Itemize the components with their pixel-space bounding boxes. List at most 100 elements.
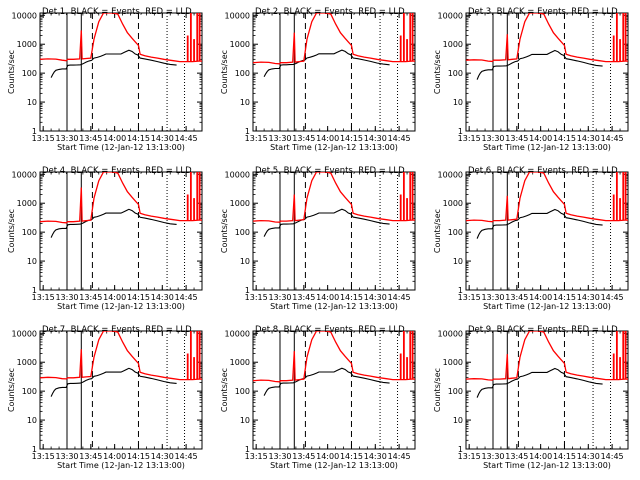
y-axis-label: Counts/sec — [7, 368, 16, 412]
events-series-line — [476, 208, 603, 239]
y-axis-label: Counts/sec — [7, 50, 16, 94]
x-tick-label: 14:00 — [529, 293, 552, 302]
y-tick-label: 1000 — [230, 358, 250, 367]
y-axis-label: Counts/sec — [220, 50, 229, 94]
axes-frame — [252, 171, 416, 291]
lld-series-line — [40, 331, 202, 381]
x-tick-label: 14:30 — [364, 134, 387, 143]
events-series-line — [476, 49, 603, 80]
plot-area — [253, 331, 415, 449]
lld-series-line — [466, 172, 628, 223]
panel-title: Det 9, BLACK = Events, RED = LLD — [468, 325, 618, 335]
x-tick-label: 14:00 — [103, 134, 126, 143]
y-axis-label: Counts/sec — [7, 209, 16, 253]
lld-series-line — [40, 13, 202, 63]
lld-series-line — [466, 331, 628, 381]
y-axis-label: Counts/sec — [220, 368, 229, 412]
x-axis-label: Start Time (12-Jan-12 13:13:00) — [270, 143, 398, 152]
y-tick-label: 100 — [22, 69, 37, 78]
x-axis-label: Start Time (12-Jan-12 13:13:00) — [57, 143, 185, 152]
y-tick-label: 10000 — [12, 11, 37, 20]
y-axis-label: Counts/sec — [433, 209, 442, 253]
detector-panel-2: 1 10 100 1000 10000 13:15 13:30 13:45 14:00 14:15… — [220, 7, 416, 152]
y-tick-label: 100 — [235, 387, 250, 396]
x-tick-label: 14:15 — [553, 293, 576, 302]
y-tick-label: 1 — [32, 286, 37, 295]
x-tick-label: 14:45 — [601, 134, 624, 143]
x-tick-label: 13:30 — [268, 452, 291, 461]
x-tick-label: 13:15 — [32, 452, 55, 461]
y-axis-label: Counts/sec — [433, 368, 442, 412]
x-tick-label: 13:30 — [55, 293, 78, 302]
x-tick-label: 13:15 — [458, 452, 481, 461]
x-tick-label: 13:15 — [32, 293, 55, 302]
detector-panel-8: 1 10 100 1000 10000 13:15 13:30 13:45 14:00 14:15… — [220, 325, 416, 470]
x-tick-label: 14:15 — [340, 452, 363, 461]
detector-panel-1: 1 10 100 1000 10000 13:15 13:30 13:45 14:00 14:15… — [7, 7, 203, 152]
detector-panel-6: 1 10 100 1000 10000 13:15 13:30 13:45 14:00 14:15… — [433, 166, 629, 311]
axes-frame — [39, 12, 203, 132]
x-axis-label: Start Time (12-Jan-12 13:13:00) — [483, 302, 611, 311]
lld-series-line — [253, 172, 415, 223]
x-tick-label: 14:30 — [151, 452, 174, 461]
x-tick-label: 13:30 — [481, 134, 504, 143]
y-tick-label: 1000 — [17, 199, 37, 208]
y-tick-label: 1 — [32, 127, 37, 136]
plot-area — [253, 13, 415, 131]
panel-title: Det 8, BLACK = Events, RED = LLD — [255, 325, 405, 335]
y-tick-label: 100 — [448, 69, 463, 78]
x-tick-label: 14:00 — [103, 293, 126, 302]
plot-area — [466, 172, 628, 290]
x-tick-label: 13:30 — [268, 293, 291, 302]
x-tick-label: 14:30 — [364, 452, 387, 461]
x-tick-label: 13:30 — [481, 452, 504, 461]
y-tick-label: 1000 — [443, 40, 463, 49]
axes-frame — [465, 12, 629, 132]
x-tick-label: 13:45 — [79, 134, 102, 143]
y-tick-label: 10000 — [225, 329, 250, 338]
y-tick-label: 1 — [458, 127, 463, 136]
x-axis-label: Start Time (12-Jan-12 13:13:00) — [270, 461, 398, 470]
x-tick-label: 14:15 — [340, 293, 363, 302]
x-tick-label: 14:00 — [316, 452, 339, 461]
y-tick-label: 1 — [458, 445, 463, 454]
events-series-line — [50, 49, 177, 78]
x-axis-label: Start Time (12-Jan-12 13:13:00) — [483, 143, 611, 152]
y-tick-label: 10000 — [438, 329, 463, 338]
detector-panel-9: 1 10 100 1000 10000 13:15 13:30 13:45 14:00 14:15… — [433, 325, 629, 470]
x-tick-label: 14:15 — [127, 293, 150, 302]
panel-title: Det 3, BLACK = Events, RED = LLD — [468, 7, 618, 17]
x-tick-label: 14:45 — [601, 452, 624, 461]
y-tick-label: 1000 — [230, 40, 250, 49]
x-tick-label: 13:45 — [79, 293, 102, 302]
axes-frame — [465, 171, 629, 291]
plot-area — [253, 172, 415, 290]
x-tick-label: 13:45 — [292, 293, 315, 302]
x-axis-label: Start Time (12-Jan-12 13:13:00) — [57, 461, 185, 470]
y-tick-label: 1 — [245, 445, 250, 454]
y-tick-label: 1000 — [17, 358, 37, 367]
y-tick-label: 10 — [453, 416, 463, 425]
events-series-line — [50, 208, 177, 238]
y-tick-label: 100 — [22, 387, 37, 396]
x-tick-label: 13:15 — [245, 452, 268, 461]
x-tick-label: 14:30 — [577, 452, 600, 461]
x-tick-label: 13:45 — [79, 452, 102, 461]
y-tick-label: 1 — [32, 445, 37, 454]
lld-series-line — [466, 13, 628, 63]
y-tick-label: 10 — [27, 257, 37, 266]
detector-panel-5: 1 10 100 1000 10000 13:15 13:30 13:45 14:00 14:15… — [220, 166, 416, 311]
y-axis-label: Counts/sec — [433, 50, 442, 94]
y-tick-label: 1000 — [230, 199, 250, 208]
x-tick-label: 13:30 — [55, 452, 78, 461]
x-tick-label: 13:15 — [245, 134, 268, 143]
y-tick-label: 10 — [240, 257, 250, 266]
axes-frame — [252, 12, 416, 132]
panel-title: Det 4, BLACK = Events, RED = LLD — [42, 166, 192, 176]
y-tick-label: 1000 — [443, 199, 463, 208]
plot-area — [466, 331, 628, 449]
x-tick-label: 13:15 — [458, 293, 481, 302]
x-tick-label: 13:15 — [458, 134, 481, 143]
